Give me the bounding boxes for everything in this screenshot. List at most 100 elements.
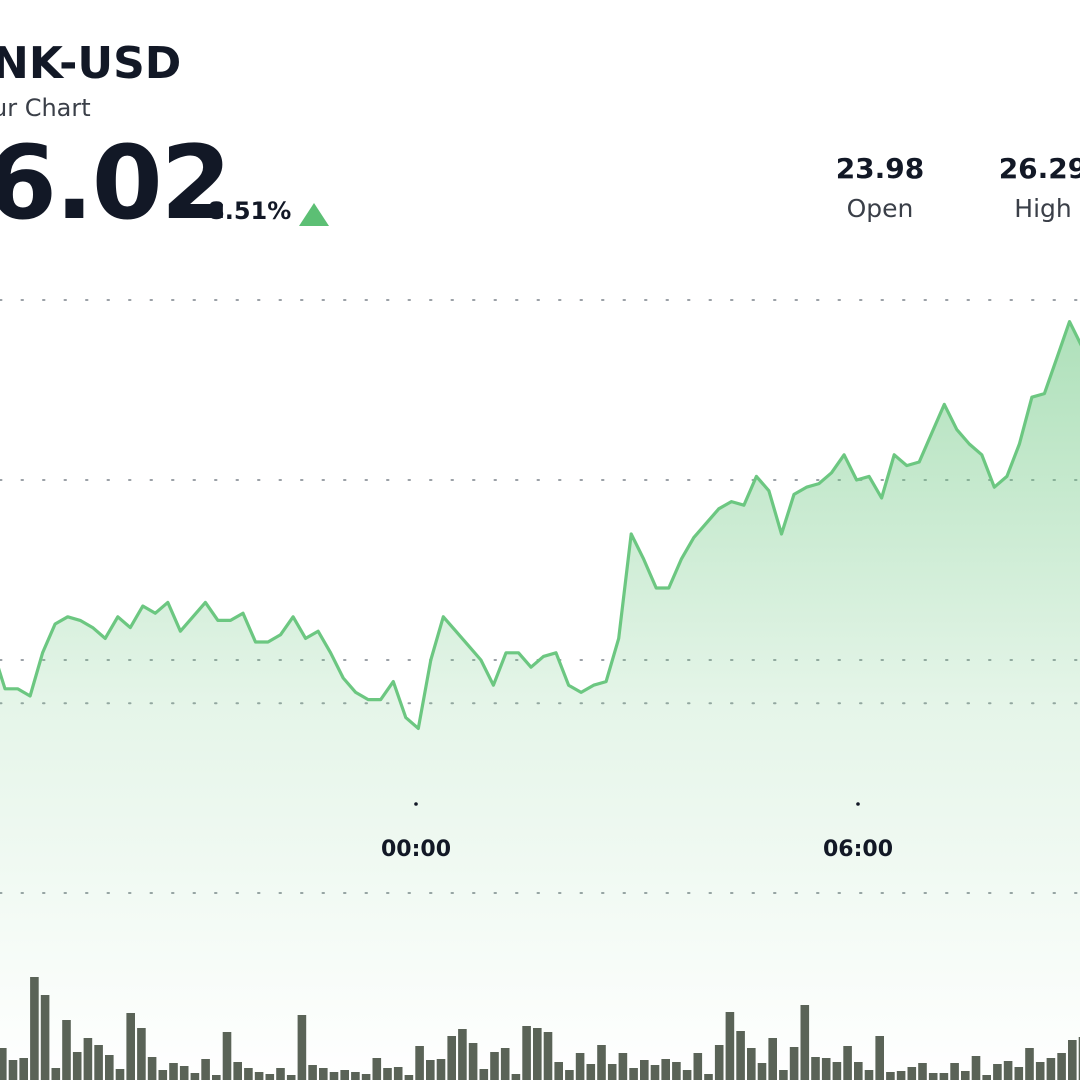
price-change-percent: 8.51% <box>208 197 292 225</box>
volume-bar <box>297 1015 307 1080</box>
volume-bar <box>19 1058 28 1080</box>
volume-bar <box>522 1026 531 1080</box>
volume-bar <box>832 1062 842 1080</box>
volume-bar <box>811 1057 820 1080</box>
volume-bar <box>1046 1058 1056 1080</box>
volume-bar <box>533 1028 542 1080</box>
volume-bar <box>147 1057 157 1080</box>
volume-bar <box>137 1028 146 1080</box>
volume-bar <box>565 1070 574 1080</box>
stat-open: 23.98 Open <box>810 152 950 223</box>
volume-bar <box>126 1013 135 1080</box>
volume-bar <box>383 1068 392 1080</box>
volume-bar <box>340 1070 349 1080</box>
volume-bar <box>661 1059 670 1080</box>
volume-bar <box>971 1056 981 1080</box>
x-tick-label: 06:00 <box>823 837 893 862</box>
open-label: Open <box>846 194 914 223</box>
volume-bars <box>0 977 1080 1080</box>
volume-bar <box>190 1073 200 1080</box>
volume-bar <box>864 1070 874 1080</box>
volume-bar <box>500 1048 510 1080</box>
volume-bar <box>896 1071 906 1080</box>
volume-bar <box>415 1046 424 1080</box>
volume-bar <box>222 1032 232 1080</box>
volume-bar <box>490 1052 499 1080</box>
volume-bar <box>607 1064 617 1080</box>
volume-bar <box>693 1053 703 1080</box>
volume-bar <box>105 1055 114 1080</box>
volume-bar <box>308 1065 317 1080</box>
volume-bar <box>1014 1067 1024 1080</box>
x-tick-mark <box>856 802 860 806</box>
volume-bar <box>597 1045 606 1080</box>
volume-bar <box>554 1062 563 1080</box>
volume-bar <box>575 1053 585 1080</box>
volume-bar <box>436 1059 446 1080</box>
volume-bar <box>1078 1037 1080 1080</box>
volume-bar <box>51 1068 61 1080</box>
volume-bar <box>83 1038 93 1080</box>
volume-bar <box>779 1070 788 1080</box>
volume-bar <box>447 1036 456 1080</box>
volume-bar <box>629 1068 638 1080</box>
volume-bar <box>94 1045 103 1080</box>
volume-bar <box>843 1046 852 1080</box>
volume-bar <box>918 1063 927 1080</box>
volume-bar <box>30 977 39 1080</box>
volume-bar <box>115 1069 125 1080</box>
volume-bar <box>586 1064 596 1080</box>
volume-bar <box>212 1075 221 1080</box>
volume-bar <box>640 1060 649 1080</box>
price-area-fill <box>0 321 1080 1080</box>
volume-bar <box>725 1012 735 1080</box>
volume-bar <box>372 1058 382 1080</box>
volume-bar <box>286 1075 296 1080</box>
volume-bar <box>800 1005 810 1080</box>
volume-bar <box>1057 1053 1066 1080</box>
open-value: 23.98 <box>835 152 925 185</box>
volume-bar <box>747 1048 756 1080</box>
volume-bar <box>714 1045 724 1080</box>
volume-bar <box>875 1036 884 1080</box>
volume-bar <box>329 1072 339 1080</box>
volume-bar <box>511 1074 521 1080</box>
price-line <box>0 320 1080 730</box>
volume-bar <box>736 1031 745 1080</box>
volume-bar <box>319 1068 328 1080</box>
current-price: 6.02 <box>0 124 232 243</box>
volume-bar <box>72 1052 82 1080</box>
volume-bar <box>757 1063 767 1080</box>
area-layer <box>0 321 1080 1080</box>
volume-bar <box>254 1072 264 1080</box>
symbol-title: NK-USD <box>0 38 182 89</box>
volume-bar <box>928 1073 938 1080</box>
volume-bar <box>265 1074 275 1080</box>
volume-bar <box>1025 1048 1034 1080</box>
volume-bar <box>458 1029 467 1080</box>
high-label: High <box>1014 194 1072 223</box>
chart-subtitle: ur Chart <box>0 94 91 122</box>
high-value: 26.29 <box>998 152 1080 185</box>
volume-bar <box>993 1064 1002 1080</box>
volume-bar <box>1035 1062 1045 1080</box>
volume-bar <box>351 1072 360 1080</box>
volume-bar <box>8 1060 18 1080</box>
volume-bar <box>468 1043 478 1080</box>
volume-bar <box>939 1073 949 1080</box>
volume-bar <box>158 1070 168 1080</box>
volume-bar <box>40 995 50 1080</box>
x-tick-label: 00:00 <box>381 837 451 862</box>
volume-bar <box>886 1072 895 1080</box>
volume-bar <box>618 1053 628 1080</box>
volume-bar <box>0 1048 7 1080</box>
volume-bar <box>682 1070 692 1080</box>
volume-bar <box>768 1038 777 1080</box>
volume-bar <box>1068 1040 1077 1080</box>
volume-bar <box>854 1062 863 1080</box>
volume-bar <box>393 1067 403 1080</box>
volume-bar <box>479 1069 489 1080</box>
volume-bar <box>426 1060 435 1080</box>
volume-bar <box>982 1075 991 1080</box>
